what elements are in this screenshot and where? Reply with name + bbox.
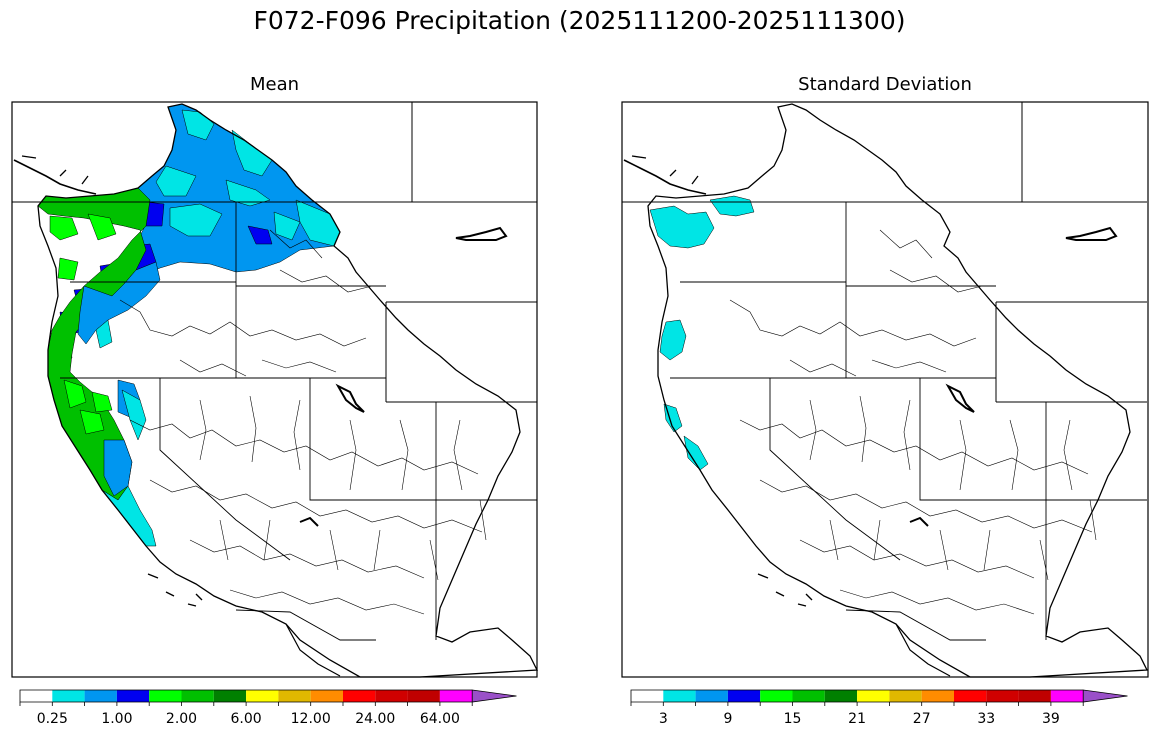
mean-colorbar-swatch <box>84 690 117 702</box>
mean-colorbar-swatch <box>439 690 473 702</box>
stddev-colorbar-label: 3 <box>659 711 668 727</box>
mean-map <box>11 101 538 678</box>
stddev-colorbar-label: 39 <box>1042 711 1060 727</box>
mean-colorbar-label: 1.00 <box>101 711 132 727</box>
mean-colorbar-swatch <box>310 690 343 702</box>
stddev-precip-fill <box>649 195 755 471</box>
mean-precip-fill <box>37 103 341 547</box>
stddev-colorbar: 3 9 15 21 27 33 39 <box>630 689 1128 727</box>
stddev-colorbar-swatch <box>921 690 954 702</box>
figure-title: F072-F096 Precipitation (2025111200-2025… <box>253 6 906 35</box>
stddev-colorbar-label: 33 <box>977 711 995 727</box>
stddev-colorbar-swatch <box>663 690 696 702</box>
mean-colorbar-swatch <box>246 690 279 702</box>
mean-colorbar-label: 12.00 <box>291 711 331 727</box>
stddev-colorbar-swatch <box>1018 690 1051 702</box>
mean-colorbar-swatch <box>116 690 150 702</box>
stddev-colorbar-swatch <box>1050 690 1084 702</box>
mean-colorbar-arrow <box>471 689 517 703</box>
mean-colorbar-swatch <box>52 690 85 702</box>
stddev-colorbar-swatch <box>727 690 761 702</box>
mean-colorbar-swatch <box>213 690 247 702</box>
mean-colorbar-label: 6.00 <box>231 711 262 727</box>
mean-colorbar-swatch <box>20 690 53 702</box>
stddev-colorbar-arrow <box>1082 689 1128 703</box>
mean-colorbar-swatch <box>181 690 214 702</box>
stddev-colorbar-swatch <box>695 690 728 702</box>
stddev-colorbar-label: 9 <box>723 711 732 727</box>
stddev-panel-title: Standard Deviation <box>798 74 972 95</box>
stddev-colorbar-swatch <box>792 690 825 702</box>
mean-colorbar-swatch <box>278 690 311 702</box>
stddev-colorbar-swatch <box>824 690 858 702</box>
stddev-colorbar-swatch <box>760 690 793 702</box>
mean-colorbar-label: 2.00 <box>166 711 197 727</box>
stddev-colorbar-swatch <box>954 690 987 702</box>
mean-colorbar-swatch <box>407 690 440 702</box>
mean-colorbar-swatch <box>375 690 408 702</box>
stddev-map <box>621 101 1149 678</box>
stddev-colorbar-swatch <box>631 690 664 702</box>
stddev-colorbar-swatch <box>857 690 890 702</box>
stddev-colorbar-label: 27 <box>913 711 931 727</box>
mean-colorbar-swatch <box>343 690 376 702</box>
mean-colorbar-label: 64.00 <box>420 711 460 727</box>
stddev-colorbar-swatch <box>889 690 922 702</box>
stddev-colorbar-swatch <box>986 690 1019 702</box>
mean-colorbar-swatch <box>149 690 182 702</box>
mean-colorbar-label: 0.25 <box>37 711 68 727</box>
mean-panel-title: Mean <box>249 74 300 95</box>
stddev-colorbar-label: 21 <box>848 711 866 727</box>
stddev-colorbar-label: 15 <box>784 711 802 727</box>
mean-colorbar-label: 24.00 <box>355 711 395 727</box>
mean-colorbar: 0.25 1.00 2.00 6.00 12.00 24.00 64.00 <box>19 689 517 727</box>
